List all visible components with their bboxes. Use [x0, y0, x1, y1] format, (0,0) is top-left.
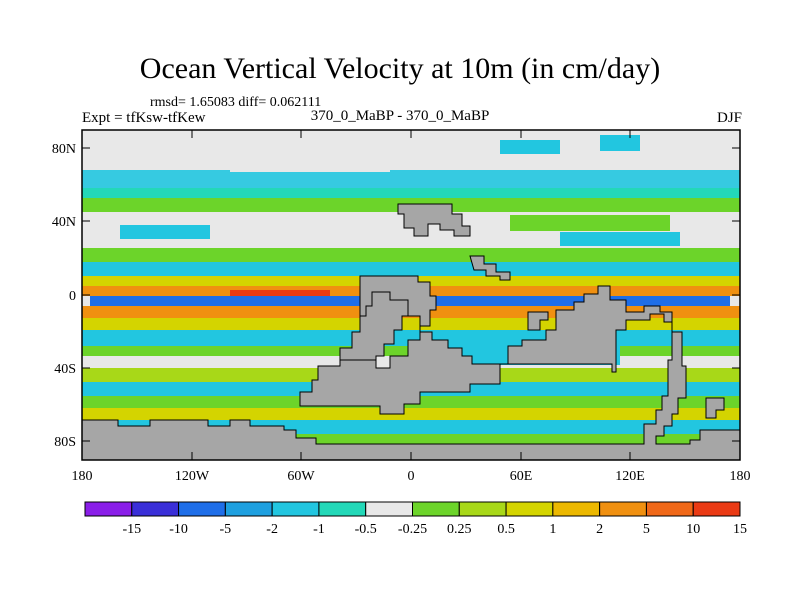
x-tick-label: 60E: [510, 469, 533, 484]
land-south-america: [339, 291, 409, 361]
colorbar-level-label: 15: [733, 522, 747, 537]
colorbar-level-label: 10: [686, 522, 700, 537]
field-patch-cyan-2: [600, 135, 640, 151]
land-indonesia: [527, 311, 549, 331]
colorbar: -15 -10 -5 -2 -1 -0.5 -0.25 0.25 0.5 1 2 5 10 15: [84, 501, 747, 537]
colorbar-swatch: [365, 501, 414, 517]
field-gap-north: [230, 150, 390, 172]
field-patch-yellow-south: [82, 408, 740, 420]
x-tick-label: 180: [72, 469, 93, 484]
y-axis: [82, 147, 740, 442]
colorbar-swatch: [692, 501, 741, 517]
y-tick-label: 40S: [54, 362, 76, 377]
colorbar-level-label: 1: [549, 522, 556, 537]
colorbar-level-label: -0.5: [355, 522, 377, 537]
colorbar-level-label: -2: [266, 522, 278, 537]
field-band-cyan-north: [82, 170, 740, 192]
colorbar-level-label: 0.5: [497, 522, 515, 537]
colorbar-level-label: -1: [313, 522, 325, 537]
x-tick-label: 120W: [175, 469, 210, 484]
field-patch-cyan-40n-2: [560, 232, 680, 246]
field-band-cyan-eq-n: [82, 262, 740, 276]
colorbar-swatch: [552, 501, 601, 517]
experiment-label: Expt = tfKsw-tfKew: [82, 110, 206, 126]
case-label: 370_0_MaBP - 370_0_MaBP: [310, 108, 490, 124]
colorbar-swatch: [178, 501, 226, 517]
field-patch-green-40n: [510, 215, 670, 231]
colorbar-swatch: [131, 501, 180, 517]
field-patch-cyan-40n: [120, 225, 210, 239]
colorbar-swatch: [458, 501, 507, 517]
field-gap-north-2: [440, 150, 560, 170]
field-patch-white-south: [100, 356, 340, 368]
y-tick-label: 80S: [54, 435, 76, 450]
field-patch-cyan-1: [500, 140, 560, 154]
map-title: Ocean Vertical Velocity at 10m (in cm/da…: [139, 52, 661, 85]
season-label: DJF: [716, 110, 742, 126]
y-tick-label: 0: [69, 289, 76, 304]
x-tick-label: 0: [408, 469, 415, 484]
colorbar-swatch: [412, 501, 460, 517]
colorbar-swatch: [645, 501, 694, 517]
colorbar-level-label: -5: [220, 522, 232, 537]
colorbar-swatch: [599, 501, 647, 517]
land-europe: [397, 203, 471, 237]
stats-label: rmsd= 1.65083 diff= 0.062111: [150, 95, 322, 110]
land-australia-tip: [705, 397, 725, 419]
x-tick-label: 180: [730, 469, 751, 484]
field-band-green-20n: [82, 248, 740, 262]
field-band-teal-north: [82, 188, 740, 198]
colorbar-level-label: 0.25: [447, 522, 472, 537]
x-tick-label: 60W: [287, 469, 315, 484]
y-tick-labels: 80N 40N 0 40S 80S: [52, 142, 76, 450]
x-axis: [81, 130, 741, 460]
colorbar-swatch: [271, 501, 320, 517]
colorbar-level-label: -10: [169, 522, 188, 537]
colorbar-level-label: -0.25: [398, 522, 427, 537]
field-band-red-eq: [230, 290, 330, 298]
colorbar-swatch: [224, 501, 273, 517]
y-tick-label: 80N: [52, 142, 76, 157]
map-field: [82, 130, 740, 460]
x-tick-labels: 180 120W 60W 0 60E 120E 180: [72, 469, 751, 484]
x-tick-label: 120E: [615, 469, 645, 484]
land-africa-antarctica: [82, 275, 740, 460]
colorbar-level-label: 5: [643, 522, 650, 537]
colorbar-level-label: 2: [596, 522, 603, 537]
land-arabia: [469, 255, 511, 281]
y-tick-label: 40N: [52, 215, 76, 230]
colorbar-swatch: [505, 501, 554, 517]
colorbar-swatch: [318, 501, 367, 517]
colorbar-level-label: -15: [122, 522, 141, 537]
colorbar-swatch: [84, 501, 133, 517]
